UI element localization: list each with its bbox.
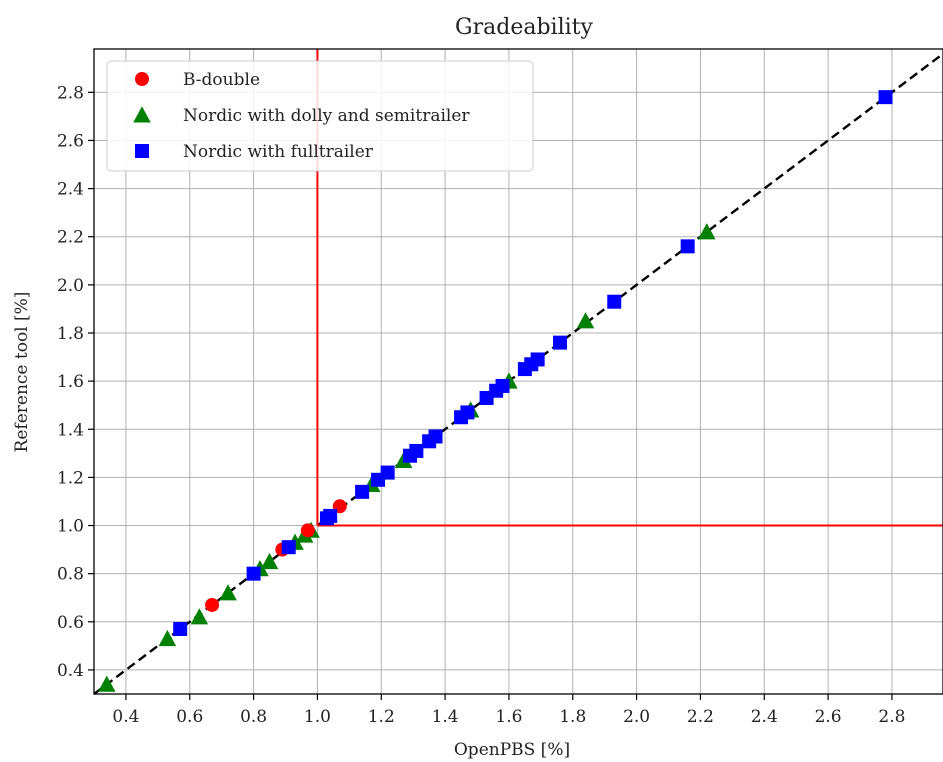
x-tick-label: 2.6 [815, 707, 842, 727]
point-nordic-with-dolly-and-semitrailer [576, 312, 595, 329]
point-nordic-with-fulltrailer [460, 405, 475, 420]
point-nordic-with-dolly-and-semitrailer [260, 552, 279, 570]
y-tick-label: 2.8 [57, 83, 84, 103]
y-axis-ticks: 0.4 0.6 0.8 1.0 1.2 1.4 1.6 1.8 2.0 2.2 2.4 2.6 2.8 [57, 83, 94, 681]
y-axis-label: Reference tool [%] [12, 292, 32, 453]
y-tick-label: 0.8 [57, 565, 84, 585]
point-nordic-with-fulltrailer [428, 429, 443, 444]
chart-title: Gradeability [455, 15, 593, 40]
point-nordic-with-dolly-and-semitrailer [219, 584, 237, 601]
x-tick-label: 1.4 [432, 707, 459, 727]
x-tick-label: 1.2 [368, 707, 395, 727]
y-tick-label: 2.0 [57, 276, 84, 296]
x-tick-label: 1.6 [495, 707, 522, 727]
y-tick-label: 2.6 [57, 131, 84, 151]
point-nordic-with-fulltrailer [409, 443, 424, 458]
legend: B-double Nordic with dolly and semitraile… [106, 60, 534, 172]
y-tick-label: 1.8 [57, 324, 84, 344]
point-nordic-with-dolly-and-semitrailer [698, 223, 716, 240]
x-tick-label: 2.2 [687, 707, 714, 727]
point-nordic-with-dolly-and-semitrailer [158, 629, 177, 647]
x-tick-label: 0.4 [112, 707, 139, 727]
x-tick-label: 2.4 [751, 707, 778, 727]
x-tick-label: 1.0 [304, 707, 331, 727]
x-tick-label: 2.0 [623, 707, 650, 727]
point-nordic-with-fulltrailer [878, 90, 893, 105]
legend-label-nordic-with-dolly-and-semitrailer: Nordic with dolly and semitrailer [183, 106, 470, 126]
point-nordic-with-fulltrailer [680, 239, 695, 254]
point-nordic-with-fulltrailer [246, 566, 261, 581]
point-nordic-with-fulltrailer [173, 622, 188, 637]
legend-label-b-double: B-double [183, 70, 260, 90]
point-nordic-with-fulltrailer [380, 465, 395, 480]
identity-dashed-line [93, 52, 943, 695]
y-tick-label: 2.4 [57, 180, 84, 200]
x-axis-label: OpenPBS [%] [454, 740, 570, 760]
y-tick-label: 0.6 [57, 613, 84, 633]
point-nordic-with-fulltrailer [281, 540, 296, 555]
point-nordic-with-fulltrailer [530, 352, 545, 367]
point-nordic-with-dolly-and-semitrailer [98, 675, 116, 692]
data-points [98, 90, 893, 692]
plot-frame [93, 48, 943, 695]
x-tick-label: 1.8 [559, 707, 586, 727]
legend-marker-nordic-with-fulltrailer [135, 144, 149, 158]
point-nordic-with-fulltrailer [552, 335, 567, 350]
y-tick-label: 1.2 [57, 468, 84, 488]
y-tick-label: 1.6 [57, 372, 84, 392]
point-b-double [205, 597, 220, 612]
point-b-double [300, 523, 315, 538]
x-tick-label: 2.8 [878, 707, 905, 727]
x-axis-ticks: 0.4 0.6 0.8 1.0 1.2 1.4 1.6 1.8 2.0 2.2 2.4 2.6 2.8 [112, 694, 905, 727]
x-tick-label: 0.8 [240, 707, 267, 727]
point-nordic-with-fulltrailer [607, 294, 622, 309]
point-nordic-with-fulltrailer [323, 508, 338, 523]
point-nordic-with-fulltrailer [355, 484, 370, 499]
y-tick-label: 1.0 [57, 517, 84, 537]
legend-label-nordic-with-fulltrailer: Nordic with fulltrailer [183, 142, 374, 162]
point-nordic-with-dolly-and-semitrailer [190, 608, 209, 625]
y-tick-label: 2.2 [57, 228, 84, 248]
point-nordic-with-fulltrailer [495, 378, 510, 393]
y-tick-label: 0.4 [57, 661, 84, 681]
reference-line [93, 52, 943, 695]
legend-box [106, 60, 534, 172]
legend-marker-nordic-with-dolly-and-semitrailer [133, 106, 151, 123]
legend-marker-b-double [135, 72, 149, 86]
x-tick-label: 0.6 [176, 707, 203, 727]
y-tick-label: 1.4 [57, 420, 84, 440]
